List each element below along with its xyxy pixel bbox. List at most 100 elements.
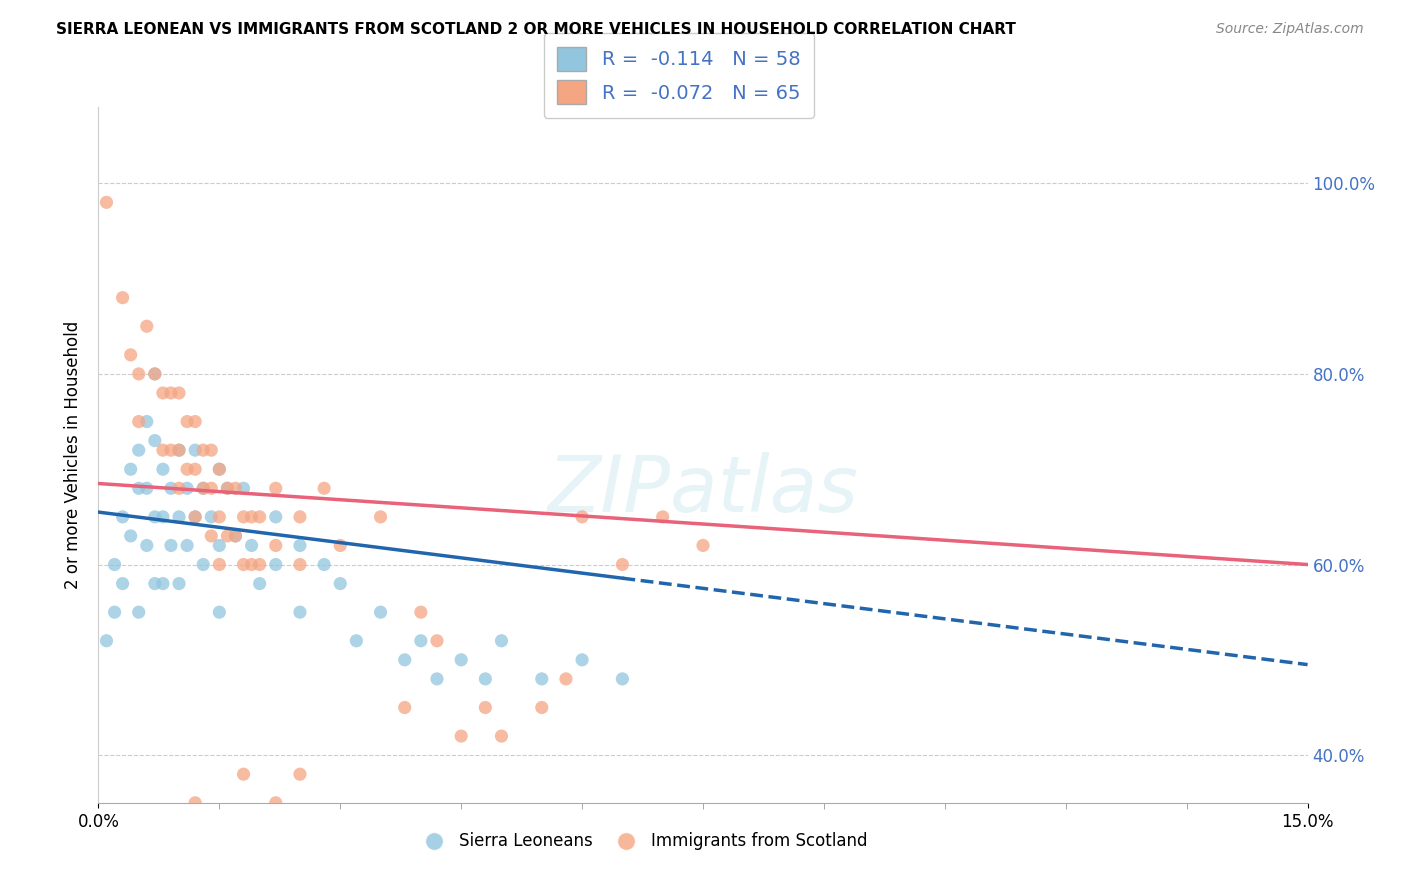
Point	[474, 672, 496, 686]
Point	[160, 443, 183, 458]
Point	[135, 539, 157, 553]
Y-axis label: 2 or more Vehicles in Household: 2 or more Vehicles in Household	[65, 321, 83, 589]
Point	[288, 558, 311, 572]
Point	[111, 576, 134, 591]
Point	[370, 509, 392, 524]
Point	[264, 509, 287, 524]
Point	[184, 509, 207, 524]
Point	[143, 576, 166, 591]
Point	[176, 462, 198, 476]
Point	[232, 509, 254, 524]
Point	[111, 291, 134, 305]
Point	[249, 576, 271, 591]
Point	[264, 796, 287, 810]
Point	[217, 481, 239, 495]
Point	[208, 558, 231, 572]
Point	[135, 415, 157, 429]
Point	[143, 367, 166, 381]
Point	[128, 415, 150, 429]
Point	[288, 767, 311, 781]
Point	[184, 415, 207, 429]
Point	[128, 481, 150, 495]
Point	[329, 843, 352, 857]
Point	[491, 633, 513, 648]
Point	[167, 443, 190, 458]
Point	[143, 434, 166, 448]
Point	[143, 367, 166, 381]
Point	[394, 653, 416, 667]
Point	[409, 633, 432, 648]
Point	[160, 539, 183, 553]
Point	[120, 348, 142, 362]
Point	[152, 443, 174, 458]
Point	[612, 558, 634, 572]
Point	[167, 509, 190, 524]
Point	[167, 481, 190, 495]
Point	[152, 509, 174, 524]
Point	[167, 576, 190, 591]
Point	[208, 824, 231, 838]
Point	[217, 529, 239, 543]
Point	[329, 576, 352, 591]
Point	[394, 700, 416, 714]
Point	[200, 481, 222, 495]
Point	[208, 863, 231, 877]
Legend: Sierra Leoneans, Immigrants from Scotland: Sierra Leoneans, Immigrants from Scotlan…	[411, 826, 875, 857]
Point	[651, 509, 673, 524]
Point	[232, 558, 254, 572]
Point	[249, 558, 271, 572]
Point	[450, 729, 472, 743]
Point	[692, 539, 714, 553]
Point	[208, 539, 231, 553]
Point	[232, 481, 254, 495]
Point	[370, 605, 392, 619]
Point	[409, 605, 432, 619]
Point	[184, 462, 207, 476]
Point	[426, 672, 449, 686]
Point	[249, 863, 271, 877]
Point	[612, 672, 634, 686]
Point	[208, 462, 231, 476]
Point	[103, 558, 125, 572]
Point	[314, 481, 336, 495]
Point	[96, 195, 118, 210]
Text: ZIPatlas: ZIPatlas	[547, 451, 859, 528]
Point	[288, 509, 311, 524]
Point	[128, 367, 150, 381]
Point	[135, 481, 157, 495]
Point	[232, 767, 254, 781]
Point	[135, 319, 157, 334]
Point	[1135, 843, 1157, 857]
Point	[176, 539, 198, 553]
Point	[128, 443, 150, 458]
Point	[152, 462, 174, 476]
Point	[167, 443, 190, 458]
Point	[176, 415, 198, 429]
Point	[344, 633, 367, 648]
Point	[120, 529, 142, 543]
Point	[200, 509, 222, 524]
Point	[160, 481, 183, 495]
Point	[530, 700, 553, 714]
Point	[571, 509, 593, 524]
Point	[249, 891, 271, 892]
Point	[184, 796, 207, 810]
Point	[193, 558, 215, 572]
Point	[555, 672, 578, 686]
Point	[200, 443, 222, 458]
Point	[288, 539, 311, 553]
Point	[193, 443, 215, 458]
Point	[329, 539, 352, 553]
Point	[240, 539, 263, 553]
Point	[103, 605, 125, 619]
Point	[176, 481, 198, 495]
Point	[184, 509, 207, 524]
Point	[474, 700, 496, 714]
Point	[167, 386, 190, 401]
Point	[217, 481, 239, 495]
Point	[224, 481, 246, 495]
Point	[208, 509, 231, 524]
Point	[450, 653, 472, 667]
Point	[571, 653, 593, 667]
Point	[160, 386, 183, 401]
